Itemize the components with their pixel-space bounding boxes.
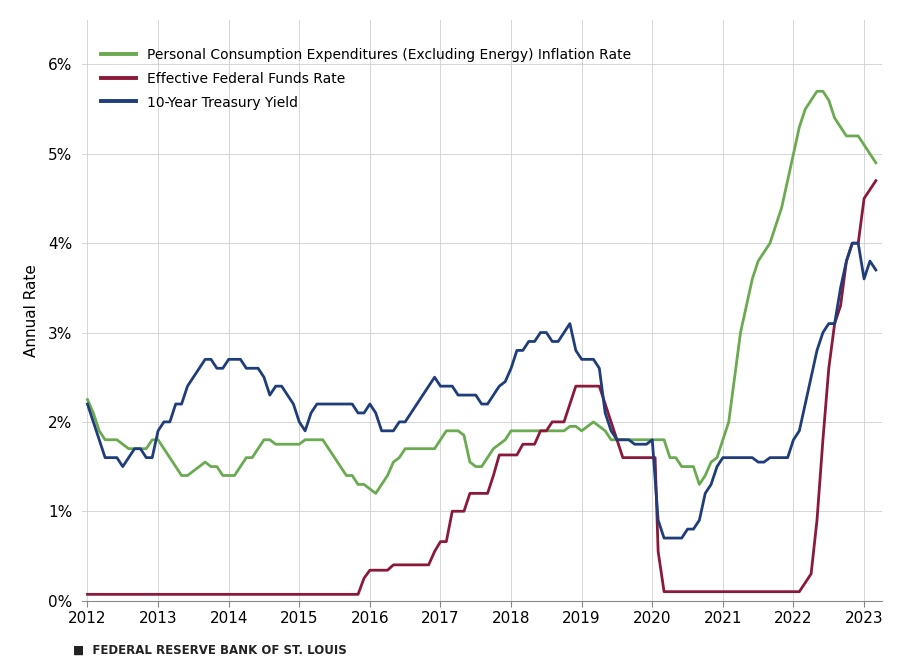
Y-axis label: Annual Rate: Annual Rate	[25, 264, 39, 356]
Legend: Personal Consumption Expenditures (Excluding Energy) Inflation Rate, Effective F: Personal Consumption Expenditures (Exclu…	[96, 44, 635, 114]
Text: ■  FEDERAL RESERVE BANK OF ST. LOUIS: ■ FEDERAL RESERVE BANK OF ST. LOUIS	[73, 644, 346, 657]
